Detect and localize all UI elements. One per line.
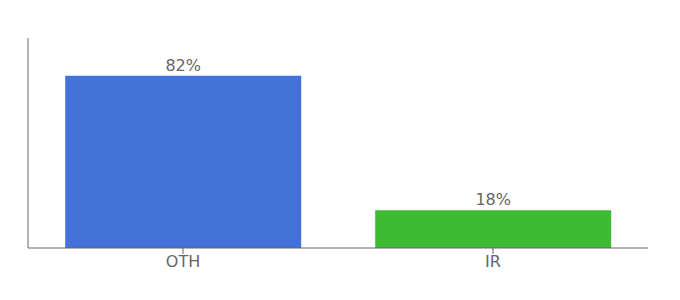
svg-text:82%: 82% xyxy=(165,56,201,75)
svg-text:IR: IR xyxy=(485,252,501,271)
svg-text:18%: 18% xyxy=(475,190,511,209)
svg-text:OTH: OTH xyxy=(166,252,200,271)
